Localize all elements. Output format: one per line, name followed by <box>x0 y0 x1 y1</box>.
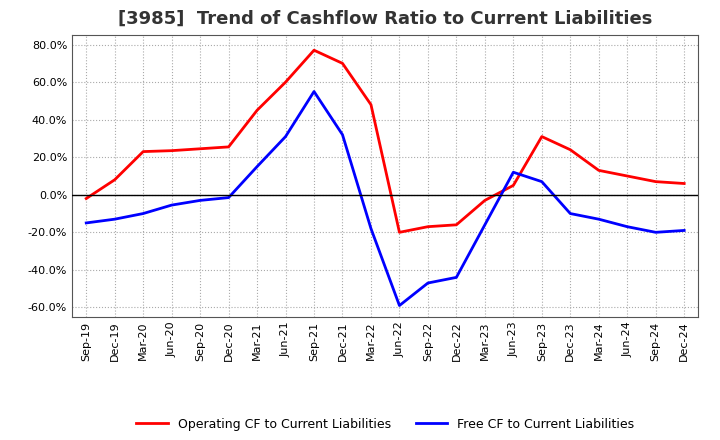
Operating CF to Current Liabilities <box>480 198 489 203</box>
Free CF to Current Liabilities <box>452 275 461 280</box>
Operating CF to Current Liabilities <box>110 177 119 183</box>
Legend: Operating CF to Current Liabilities, Free CF to Current Liabilities: Operating CF to Current Liabilities, Fre… <box>131 413 639 436</box>
Free CF to Current Liabilities <box>110 216 119 222</box>
Operating CF to Current Liabilities <box>595 168 603 173</box>
Operating CF to Current Liabilities <box>282 80 290 85</box>
Operating CF to Current Liabilities <box>566 147 575 152</box>
Free CF to Current Liabilities <box>253 164 261 169</box>
Operating CF to Current Liabilities <box>652 179 660 184</box>
Operating CF to Current Liabilities <box>253 108 261 113</box>
Operating CF to Current Liabilities <box>196 146 204 151</box>
Line: Operating CF to Current Liabilities: Operating CF to Current Liabilities <box>86 50 684 232</box>
Free CF to Current Liabilities <box>196 198 204 203</box>
Free CF to Current Liabilities <box>366 226 375 231</box>
Free CF to Current Liabilities <box>480 222 489 227</box>
Operating CF to Current Liabilities <box>537 134 546 139</box>
Free CF to Current Liabilities <box>310 89 318 94</box>
Free CF to Current Liabilities <box>680 228 688 233</box>
Free CF to Current Liabilities <box>395 303 404 308</box>
Operating CF to Current Liabilities <box>82 196 91 201</box>
Operating CF to Current Liabilities <box>167 148 176 153</box>
Free CF to Current Liabilities <box>139 211 148 216</box>
Free CF to Current Liabilities <box>282 134 290 139</box>
Operating CF to Current Liabilities <box>680 181 688 186</box>
Free CF to Current Liabilities <box>537 179 546 184</box>
Operating CF to Current Liabilities <box>623 173 631 179</box>
Operating CF to Current Liabilities <box>338 61 347 66</box>
Free CF to Current Liabilities <box>509 169 518 175</box>
Free CF to Current Liabilities <box>423 280 432 286</box>
Line: Free CF to Current Liabilities: Free CF to Current Liabilities <box>86 92 684 305</box>
Operating CF to Current Liabilities <box>452 222 461 227</box>
Free CF to Current Liabilities <box>82 220 91 226</box>
Free CF to Current Liabilities <box>566 211 575 216</box>
Free CF to Current Liabilities <box>652 230 660 235</box>
Operating CF to Current Liabilities <box>366 102 375 107</box>
Title: [3985]  Trend of Cashflow Ratio to Current Liabilities: [3985] Trend of Cashflow Ratio to Curren… <box>118 10 652 28</box>
Operating CF to Current Liabilities <box>395 230 404 235</box>
Free CF to Current Liabilities <box>167 202 176 208</box>
Free CF to Current Liabilities <box>338 132 347 137</box>
Operating CF to Current Liabilities <box>225 144 233 150</box>
Free CF to Current Liabilities <box>595 216 603 222</box>
Operating CF to Current Liabilities <box>423 224 432 229</box>
Operating CF to Current Liabilities <box>509 183 518 188</box>
Operating CF to Current Liabilities <box>310 48 318 53</box>
Operating CF to Current Liabilities <box>139 149 148 154</box>
Free CF to Current Liabilities <box>623 224 631 229</box>
Free CF to Current Liabilities <box>225 195 233 200</box>
